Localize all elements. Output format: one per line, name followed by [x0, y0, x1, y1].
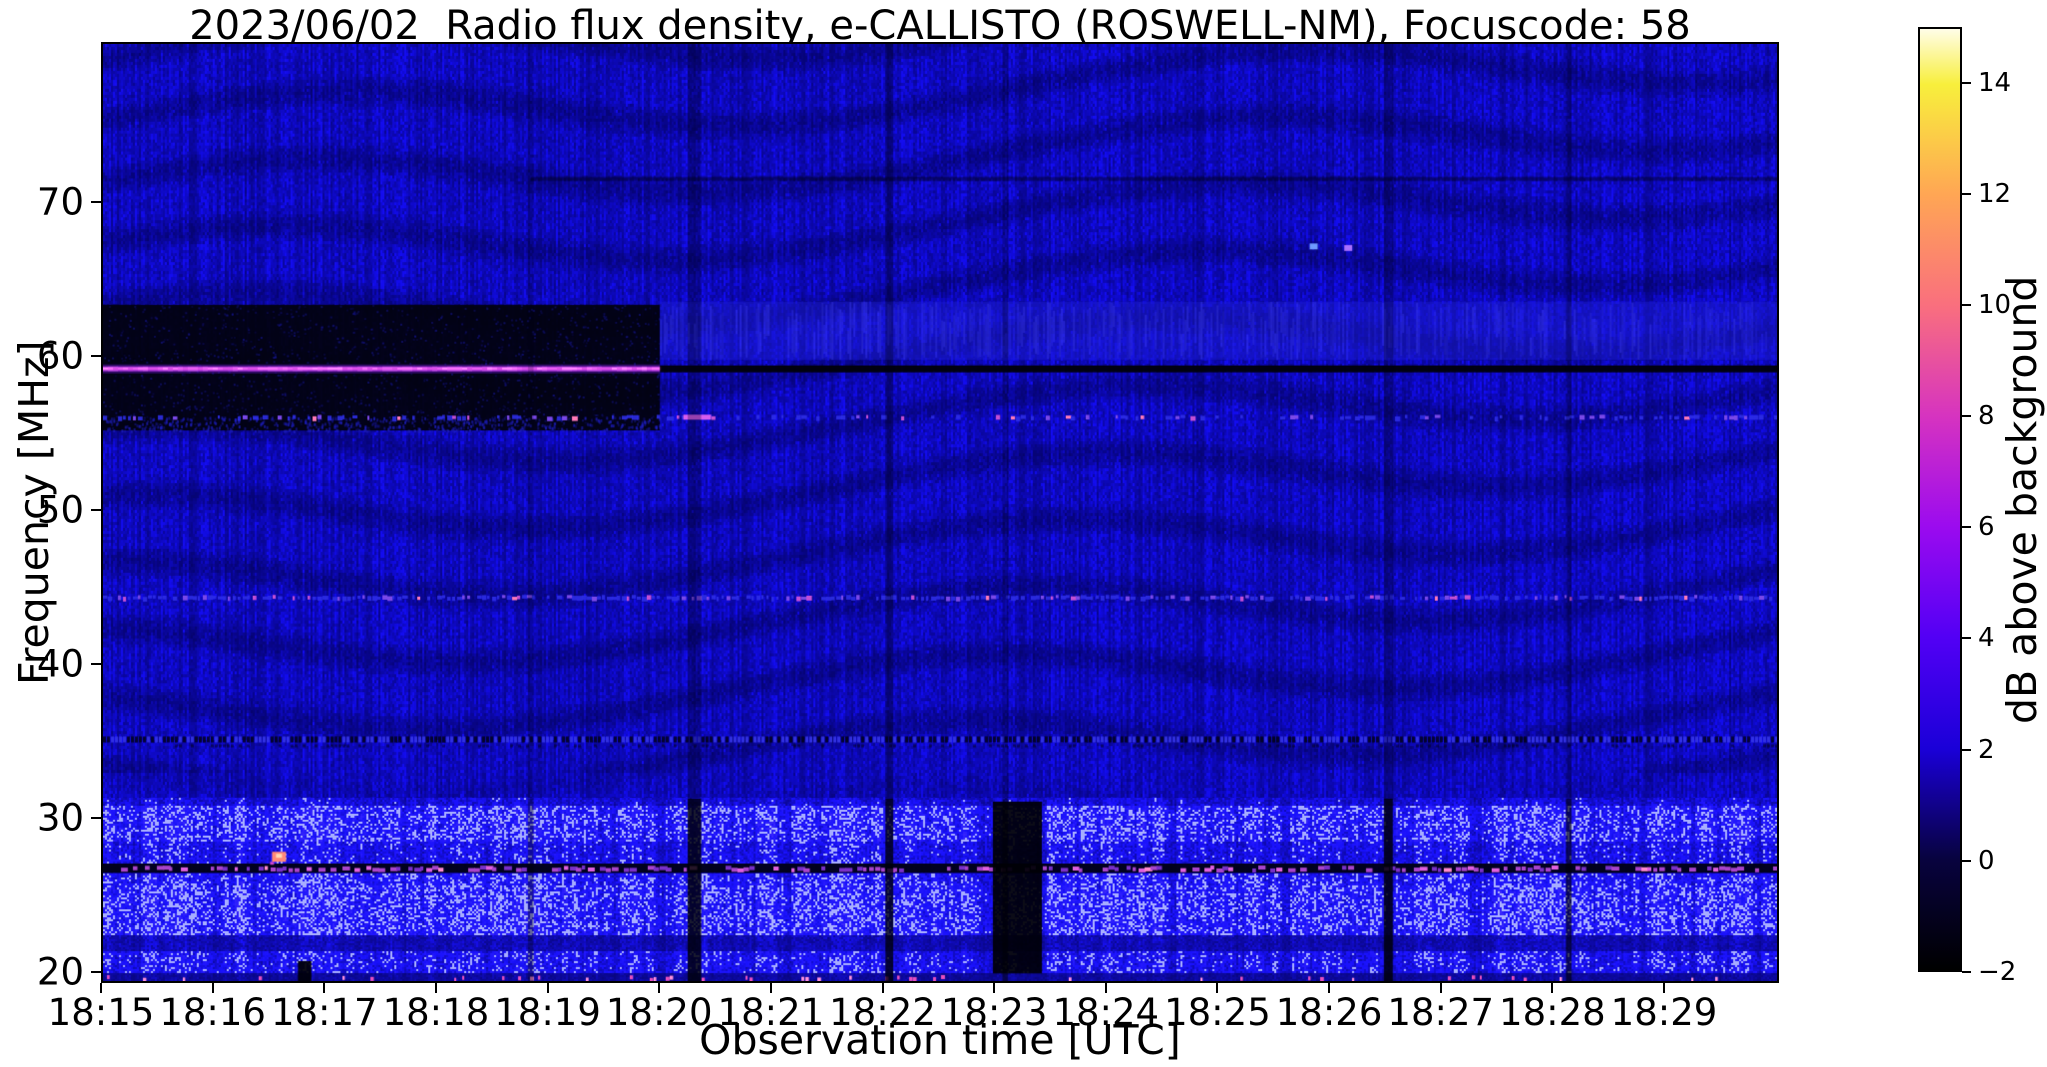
y-tick-mark: [91, 355, 101, 358]
chart-title: 2023/06/02 Radio flux density, e-CALLIST…: [189, 3, 1691, 49]
y-tick-label: 30: [36, 796, 84, 840]
x-tick-label: 18:19: [494, 991, 601, 1034]
colorbar-tick-label: 0: [1978, 845, 1995, 876]
colorbar-tick-mark: [1962, 971, 1971, 973]
y-tick-mark: [91, 971, 101, 974]
x-tick-label: 18:27: [1387, 991, 1495, 1034]
x-tick-mark: [434, 983, 437, 993]
y-axis-label: Frequency [MHz]: [10, 340, 58, 685]
x-tick-mark: [211, 983, 214, 993]
x-tick-label: 18:29: [1610, 991, 1718, 1034]
x-tick-mark: [1551, 983, 1554, 993]
spectrogram-canvas: [103, 44, 1777, 981]
y-tick-label: 60: [36, 334, 84, 378]
x-tick-label: 18:25: [1164, 991, 1271, 1034]
x-tick-label: 18:21: [717, 991, 825, 1034]
colorbar-tick-mark: [1962, 415, 1971, 418]
y-tick-mark: [91, 817, 101, 820]
x-tick-label: 18:17: [270, 991, 378, 1034]
x-tick-mark: [993, 983, 996, 993]
x-tick-label: 18:20: [605, 991, 713, 1034]
colorbar-tick-label: −2: [1978, 957, 2017, 987]
x-tick-mark: [323, 983, 326, 993]
y-tick-mark: [91, 509, 101, 512]
colorbar: [1918, 27, 1962, 972]
x-tick-mark: [658, 983, 661, 993]
x-tick-mark: [1104, 983, 1107, 993]
x-tick-mark: [100, 983, 102, 993]
y-tick-label: 70: [36, 180, 84, 224]
colorbar-label: dB above background: [1998, 275, 2046, 724]
colorbar-tick-label: 4: [1978, 623, 1995, 654]
colorbar-tick-mark: [1962, 303, 1971, 306]
x-tick-mark: [1328, 983, 1331, 993]
x-tick-mark: [881, 983, 884, 993]
colorbar-tick-mark: [1962, 81, 1971, 84]
x-tick-mark: [546, 983, 549, 993]
colorbar-tick-label: 12: [1978, 178, 2012, 209]
y-tick-label: 50: [36, 488, 84, 532]
x-tick-mark: [1663, 983, 1665, 993]
y-tick-label: 20: [36, 950, 84, 994]
x-tick-label: 18:16: [159, 991, 266, 1034]
x-axis-label: Observation time [UTC]: [699, 1016, 1181, 1064]
colorbar-tick-label: 2: [1978, 734, 1995, 765]
plot-area: [101, 42, 1779, 983]
x-tick-label: 18:23: [940, 991, 1048, 1034]
colorbar-tick-mark: [1962, 748, 1971, 751]
colorbar-tick-mark: [1962, 637, 1971, 640]
y-tick-label: 40: [36, 642, 84, 686]
colorbar-tick-label: 14: [1978, 67, 2012, 98]
y-tick-mark: [91, 663, 101, 666]
x-tick-label: 18:22: [829, 991, 936, 1034]
colorbar-tick-label: 8: [1978, 401, 1995, 432]
x-tick-mark: [769, 983, 772, 993]
x-tick-label: 18:15: [47, 991, 155, 1034]
colorbar-tick-label: 10: [1978, 289, 2012, 320]
x-tick-label: 18:24: [1052, 991, 1160, 1034]
colorbar-tick-mark: [1962, 526, 1971, 529]
x-tick-label: 18:28: [1499, 991, 1606, 1034]
colorbar-tick-label: 6: [1978, 512, 1995, 543]
x-tick-label: 18:18: [382, 991, 490, 1034]
x-tick-mark: [1439, 983, 1442, 993]
x-tick-label: 18:26: [1275, 991, 1383, 1034]
colorbar-gradient: [1920, 29, 1960, 970]
y-tick-mark: [91, 201, 101, 204]
colorbar-tick-mark: [1962, 192, 1971, 195]
colorbar-tick-mark: [1962, 859, 1971, 862]
x-tick-mark: [1216, 983, 1219, 993]
